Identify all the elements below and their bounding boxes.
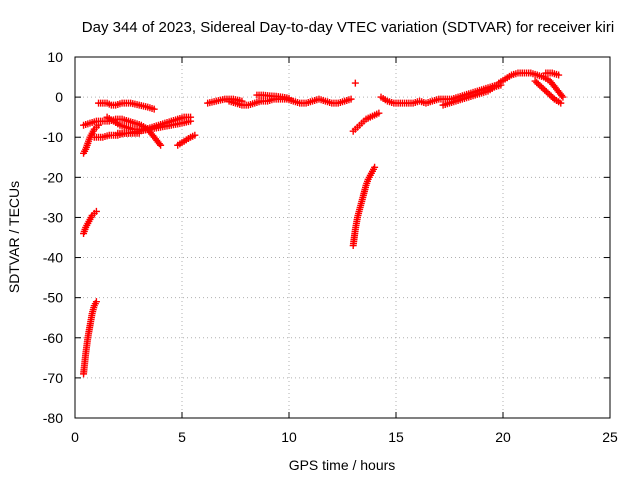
- x-tick-label: 0: [71, 429, 79, 445]
- y-tick-label: -80: [43, 410, 63, 426]
- data-point: [155, 140, 163, 148]
- y-tick-label: -20: [43, 169, 63, 185]
- y-tick-label: -60: [43, 330, 63, 346]
- y-tick-label: -40: [43, 250, 63, 266]
- data-point: [150, 105, 158, 113]
- data-point: [191, 131, 199, 139]
- axis-ticks: 0 5 10 15 20 25 10 0 -10 -20 -30 -40 -50 -60 -70 -80: [43, 49, 618, 445]
- x-tick-label: 10: [281, 429, 297, 445]
- y-tick-label: -30: [43, 209, 63, 225]
- x-tick-label: 15: [388, 429, 404, 445]
- y-tick-label: -10: [43, 129, 63, 145]
- x-tick-label: 20: [495, 429, 511, 445]
- data-point: [351, 79, 359, 87]
- data-point: [557, 99, 565, 107]
- y-tick-label: 0: [55, 89, 63, 105]
- y-tick-label: -50: [43, 290, 63, 306]
- x-tick-label: 25: [602, 429, 618, 445]
- plot-frame: [74, 56, 611, 419]
- y-axis-label: SDTVAR / TECUs: [6, 181, 22, 293]
- chart-title: Day 344 of 2023, Sidereal Day-to-day VTE…: [82, 19, 614, 36]
- data-point: [92, 207, 100, 215]
- data-point: [92, 298, 100, 306]
- data-point: [555, 71, 563, 79]
- data-point: [371, 163, 379, 171]
- data-point: [558, 92, 566, 100]
- data-point: [285, 94, 293, 102]
- data-point: [375, 109, 383, 117]
- data-point: [549, 94, 557, 102]
- grid-lines: [75, 57, 610, 418]
- y-tick-label: -70: [43, 370, 63, 386]
- y-tick-label: 10: [47, 49, 63, 65]
- data-point: [559, 93, 567, 101]
- x-axis-label: GPS time / hours: [289, 457, 396, 473]
- x-tick-label: 5: [178, 429, 186, 445]
- data-marks: [80, 69, 567, 378]
- data-point: [347, 95, 355, 103]
- data-point: [187, 117, 195, 125]
- data-point: [157, 141, 165, 149]
